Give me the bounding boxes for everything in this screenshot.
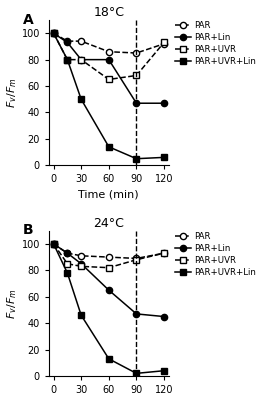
PAR xyxy=(135,256,138,261)
PAR+UVR+Lin xyxy=(135,371,138,376)
Legend: PAR, PAR+Lin, PAR+UVR, PAR+UVR+Lin: PAR, PAR+Lin, PAR+UVR, PAR+UVR+Lin xyxy=(175,21,256,66)
Legend: PAR, PAR+Lin, PAR+UVR, PAR+UVR+Lin: PAR, PAR+Lin, PAR+UVR, PAR+UVR+Lin xyxy=(175,232,256,277)
PAR+UVR xyxy=(162,251,166,256)
PAR+UVR xyxy=(107,77,110,82)
PAR+UVR xyxy=(107,265,110,270)
PAR xyxy=(79,253,83,258)
PAR xyxy=(52,31,55,36)
PAR+UVR+Lin xyxy=(66,270,69,275)
PAR+Lin xyxy=(135,312,138,316)
PAR xyxy=(66,251,69,256)
Title: 18°C: 18°C xyxy=(93,6,124,19)
PAR+UVR xyxy=(66,261,69,266)
Line: PAR+UVR: PAR+UVR xyxy=(50,30,167,82)
Y-axis label: $F_v/F_m$: $F_v/F_m$ xyxy=(5,78,19,108)
PAR+UVR+Lin xyxy=(162,368,166,373)
PAR+UVR+Lin xyxy=(162,155,166,160)
PAR+UVR xyxy=(52,31,55,36)
Line: PAR+UVR+Lin: PAR+UVR+Lin xyxy=(50,30,167,162)
PAR+Lin xyxy=(135,101,138,106)
Line: PAR+Lin: PAR+Lin xyxy=(50,30,167,106)
PAR xyxy=(107,49,110,54)
PAR+Lin xyxy=(162,101,166,106)
PAR+Lin xyxy=(107,288,110,292)
PAR+UVR+Lin xyxy=(107,144,110,149)
PAR+UVR+Lin xyxy=(52,31,55,36)
PAR+Lin xyxy=(79,57,83,62)
PAR xyxy=(162,41,166,46)
Line: PAR+UVR: PAR+UVR xyxy=(50,241,167,271)
Line: PAR+UVR+Lin: PAR+UVR+Lin xyxy=(50,241,167,376)
PAR+UVR xyxy=(135,73,138,78)
Y-axis label: $F_v/F_m$: $F_v/F_m$ xyxy=(5,288,19,318)
PAR+Lin xyxy=(52,242,55,246)
PAR+UVR xyxy=(135,257,138,262)
PAR+Lin xyxy=(66,40,69,45)
PAR+Lin xyxy=(107,57,110,62)
PAR+UVR+Lin xyxy=(79,97,83,102)
Line: PAR: PAR xyxy=(50,241,167,262)
Line: PAR: PAR xyxy=(50,30,167,56)
PAR xyxy=(79,39,83,44)
X-axis label: Time (min): Time (min) xyxy=(79,190,139,200)
PAR+UVR+Lin xyxy=(66,57,69,62)
Line: PAR+Lin: PAR+Lin xyxy=(50,241,167,320)
PAR+UVR+Lin xyxy=(107,356,110,361)
PAR xyxy=(162,251,166,256)
PAR xyxy=(66,39,69,44)
PAR+UVR xyxy=(79,264,83,269)
PAR+Lin xyxy=(79,261,83,266)
PAR+UVR+Lin xyxy=(52,242,55,246)
PAR+UVR+Lin xyxy=(79,313,83,318)
Title: 24°C: 24°C xyxy=(93,216,124,230)
PAR xyxy=(135,51,138,56)
PAR+Lin xyxy=(66,251,69,256)
PAR+UVR+Lin xyxy=(135,156,138,161)
Text: B: B xyxy=(23,224,33,238)
PAR+UVR xyxy=(79,57,83,62)
PAR+Lin xyxy=(162,314,166,319)
PAR+UVR xyxy=(162,40,166,45)
PAR+Lin xyxy=(52,31,55,36)
PAR+UVR xyxy=(52,242,55,246)
PAR xyxy=(52,242,55,246)
PAR+UVR xyxy=(66,57,69,62)
PAR xyxy=(107,255,110,260)
Text: A: A xyxy=(23,13,33,27)
